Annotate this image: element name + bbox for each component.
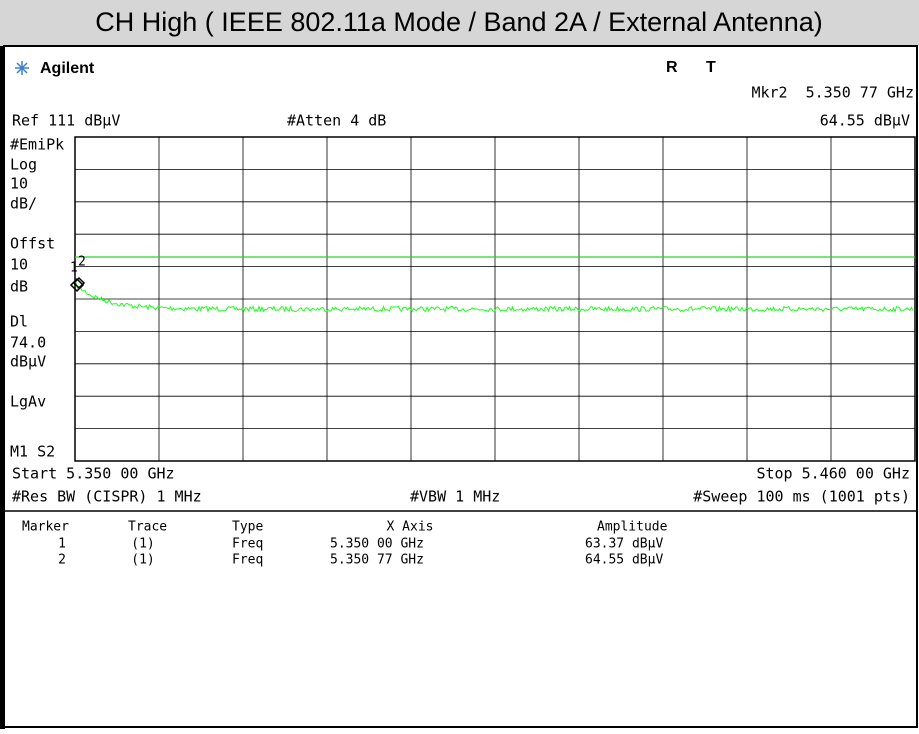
table-cell: 1 xyxy=(58,537,66,552)
reference-level: Ref 111 dBµV xyxy=(12,112,120,130)
side-label: 74.0 xyxy=(10,334,46,352)
marker-readout: Mkr2 5.350 77 GHz xyxy=(751,84,914,102)
side-label: Offst xyxy=(10,235,55,253)
side-label: dBµV xyxy=(10,353,46,371)
trace xyxy=(75,282,914,314)
agilent-logo xyxy=(15,61,29,75)
table-cell: (1) xyxy=(131,553,154,568)
start-frequency: Start 5.350 00 GHz xyxy=(12,465,175,483)
side-label: Dl xyxy=(10,313,28,331)
title: CH High ( IEEE 802.11a Mode / Band 2A / … xyxy=(95,7,822,37)
grid xyxy=(75,137,915,461)
status: R xyxy=(666,59,678,76)
status: T xyxy=(706,59,716,76)
side-label: #EmiPk xyxy=(10,136,64,154)
table-cell: 5.350 77 GHz xyxy=(330,553,424,568)
table-cell: 64.55 dBµV xyxy=(585,553,663,568)
side-label: dB xyxy=(10,278,28,296)
column-header: Trace xyxy=(128,520,167,535)
table-cell: Freq xyxy=(232,553,263,568)
left-edge xyxy=(0,46,5,729)
side-label: dB/ xyxy=(10,195,37,213)
column-header: Marker xyxy=(22,520,69,535)
marker-flag: 2 xyxy=(78,255,86,270)
marker-amplitude: 64.55 dBµV xyxy=(820,112,910,130)
table-cell: (1) xyxy=(131,537,154,552)
table-cell: 2 xyxy=(58,553,66,568)
marker-diamond xyxy=(72,276,86,290)
stop-frequency: Stop 5.460 00 GHz xyxy=(756,465,910,483)
sweep: #Sweep 100 ms (1001 pts) xyxy=(693,488,910,506)
marker-flag: 1 xyxy=(70,261,78,276)
table-cell: 63.37 dBµV xyxy=(585,537,663,552)
left-labels: #EmiPkLog10dB/Offst10dBDl74.0dBµVLgAvM1 … xyxy=(10,136,64,461)
table-cell: 5.350 00 GHz xyxy=(330,537,424,552)
attenuation: #Atten 4 dB xyxy=(287,112,386,130)
table-cell: Freq xyxy=(232,537,263,552)
column-header: X Axis xyxy=(387,520,434,535)
side-label: M1 S2 xyxy=(10,443,55,461)
column-header: Type xyxy=(232,520,263,535)
side-label: 10 xyxy=(10,175,28,193)
brand: Agilent xyxy=(40,60,95,77)
title-band xyxy=(0,0,919,46)
video-bandwidth: #VBW 1 MHz xyxy=(410,488,500,506)
column-header: Amplitude xyxy=(597,520,668,535)
side-label: LgAv xyxy=(10,393,46,411)
side-label: 10 xyxy=(10,256,28,274)
resolution-bandwidth: #Res BW (CISPR) 1 MHz xyxy=(12,488,202,506)
side-label: Log xyxy=(10,156,37,174)
marker-table: Marker Trace Type X Axis Amplitude 1 (1) Freq 5.… xyxy=(22,520,668,568)
